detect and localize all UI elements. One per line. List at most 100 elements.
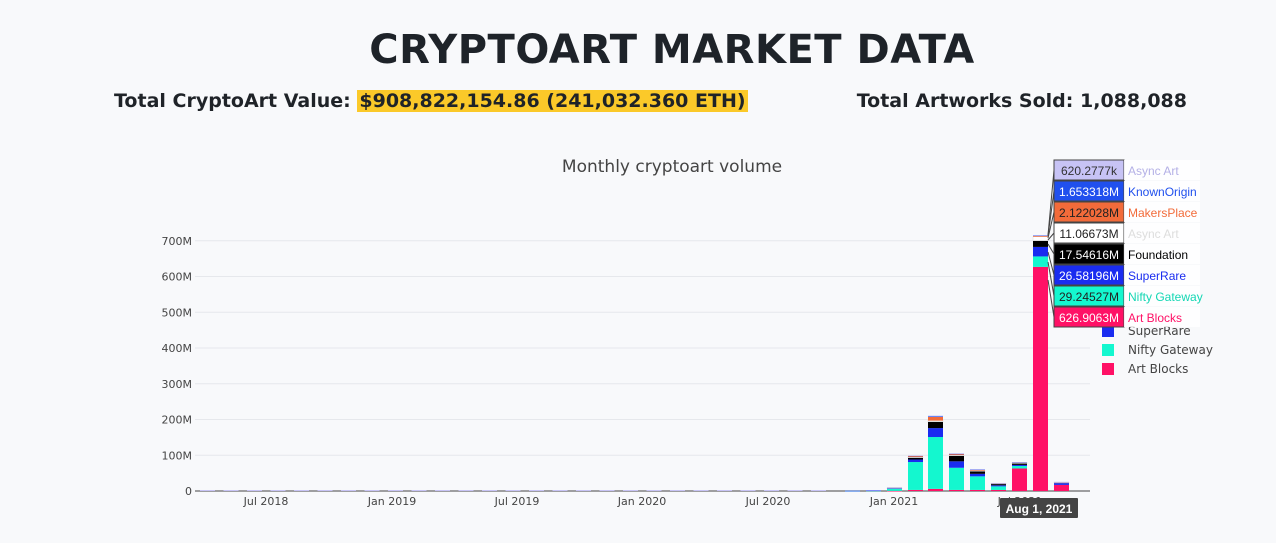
bar-early-month[interactable]: [247, 490, 262, 491]
bar-segment[interactable]: [949, 453, 964, 454]
bar-segment[interactable]: [991, 485, 1006, 487]
y-tick-label: 600M: [162, 271, 193, 284]
legend-swatch[interactable]: [1102, 344, 1114, 356]
bar-segment[interactable]: [970, 473, 985, 477]
bar-segment[interactable]: [991, 482, 1006, 484]
bar-segment[interactable]: [928, 488, 943, 491]
bar-segment[interactable]: [928, 415, 943, 417]
bar-early-month[interactable]: [740, 490, 756, 491]
legend-swatch[interactable]: [1102, 363, 1114, 375]
bar-segment[interactable]: [1012, 463, 1027, 465]
bar-segment[interactable]: [845, 490, 860, 492]
bar-early-month[interactable]: [529, 490, 544, 491]
bar-segment[interactable]: [1033, 240, 1048, 247]
bar-early-month[interactable]: [764, 490, 779, 491]
bar-segment[interactable]: [1033, 266, 1048, 491]
y-tick-label: 100M: [162, 449, 193, 462]
bar-segment[interactable]: [991, 486, 1006, 490]
bar-early-month[interactable]: [787, 490, 803, 491]
bar-segment[interactable]: [949, 455, 964, 462]
bar-segment[interactable]: [928, 428, 943, 438]
bar-early-month[interactable]: [223, 490, 239, 491]
bar-segment[interactable]: [887, 488, 902, 491]
legend-swatch[interactable]: [1102, 325, 1114, 337]
bar-early-month[interactable]: [599, 490, 615, 491]
bar-segment[interactable]: [970, 469, 985, 471]
bar-early-month[interactable]: [364, 490, 380, 491]
legend-label[interactable]: Art Blocks: [1128, 362, 1188, 376]
bar-segment[interactable]: [908, 457, 923, 460]
bar-segment[interactable]: [1033, 235, 1048, 236]
hover-name-bg: [1124, 244, 1200, 264]
bar-segment[interactable]: [928, 437, 943, 489]
bar-early-month[interactable]: [670, 490, 685, 491]
bar-segment[interactable]: [991, 489, 1006, 491]
bar-early-month[interactable]: [458, 490, 474, 491]
bar-segment[interactable]: [908, 455, 923, 458]
bar-segment[interactable]: [1012, 465, 1027, 469]
bar-early-month[interactable]: [411, 490, 427, 491]
bar-early-month[interactable]: [200, 490, 215, 491]
bar-segment[interactable]: [991, 483, 1006, 486]
bar-segment[interactable]: [1054, 483, 1069, 485]
bar-segment[interactable]: [928, 416, 943, 421]
bar-early-month[interactable]: [717, 490, 732, 491]
bar-segment[interactable]: [1012, 464, 1027, 466]
chart-legend[interactable]: SuperRare Nifty Gateway Art Blocks: [1102, 324, 1213, 376]
bar-segment[interactable]: [949, 489, 964, 491]
bar-early-month[interactable]: [576, 490, 591, 491]
bar-segment[interactable]: [1033, 246, 1048, 257]
bar-segment[interactable]: [887, 490, 902, 492]
bar-segment[interactable]: [887, 487, 902, 489]
bar-segment[interactable]: [970, 489, 985, 491]
hover-tooltip: 620.2777k Async Art 1.653318M KnownOrigin 2.…: [1000, 159, 1203, 518]
bars-layer[interactable]: [200, 235, 1070, 492]
bar-segment[interactable]: [928, 416, 943, 417]
bar-segment[interactable]: [1033, 235, 1048, 237]
bar-segment[interactable]: [866, 490, 881, 492]
bar-early-month[interactable]: [693, 490, 709, 491]
bar-segment[interactable]: [949, 467, 964, 490]
bar-segment[interactable]: [970, 476, 985, 490]
hover-pointer: [1047, 279, 1055, 318]
bar-segment[interactable]: [908, 462, 923, 490]
bar-segment[interactable]: [948, 454, 965, 456]
monthly-volume-chart[interactable]: Monthly cryptoart volume 0 100M 200M 300M 40…: [0, 140, 1276, 540]
bar-early-month[interactable]: [294, 490, 309, 491]
bar-early-month[interactable]: [623, 490, 638, 491]
bar-early-month[interactable]: [505, 490, 521, 491]
x-tick-label: Jul 2020: [745, 495, 791, 508]
bar-segment[interactable]: [1012, 462, 1027, 463]
bar-segment[interactable]: [1012, 468, 1027, 491]
legend-label[interactable]: SuperRare: [1128, 324, 1191, 338]
bar-early-month[interactable]: [811, 490, 826, 491]
bar-segment[interactable]: [1054, 481, 1069, 483]
bar-early-month[interactable]: [388, 490, 403, 491]
bar-early-month[interactable]: [435, 490, 450, 491]
bar-early-month[interactable]: [552, 490, 568, 491]
bar-segment[interactable]: [908, 455, 923, 457]
bar-early-month[interactable]: [482, 490, 497, 491]
bar-segment[interactable]: [969, 470, 986, 472]
bar-early-month[interactable]: [317, 490, 333, 491]
bar-segment[interactable]: [970, 469, 985, 470]
bar-segment[interactable]: [908, 489, 923, 491]
bar-segment[interactable]: [949, 453, 964, 456]
bar-segment[interactable]: [927, 420, 944, 422]
bar-segment[interactable]: [908, 459, 923, 463]
hover-value: 2.122028M: [1059, 206, 1119, 220]
bar-segment[interactable]: [949, 453, 964, 455]
bar-early-month[interactable]: [270, 490, 286, 491]
legend-label[interactable]: Nifty Gateway: [1128, 343, 1213, 357]
bar-early-month[interactable]: [646, 490, 662, 491]
bar-segment[interactable]: [1032, 236, 1049, 241]
hover-value: 11.06673M: [1059, 227, 1118, 241]
hover-name-bg: [1124, 286, 1200, 306]
bar-segment[interactable]: [1033, 256, 1048, 267]
bar-early-month[interactable]: [341, 490, 356, 491]
bar-segment[interactable]: [1054, 484, 1069, 491]
bar-segment[interactable]: [928, 421, 943, 429]
bar-segment[interactable]: [970, 470, 985, 474]
bar-segment[interactable]: [907, 456, 924, 458]
bar-segment[interactable]: [949, 461, 964, 468]
